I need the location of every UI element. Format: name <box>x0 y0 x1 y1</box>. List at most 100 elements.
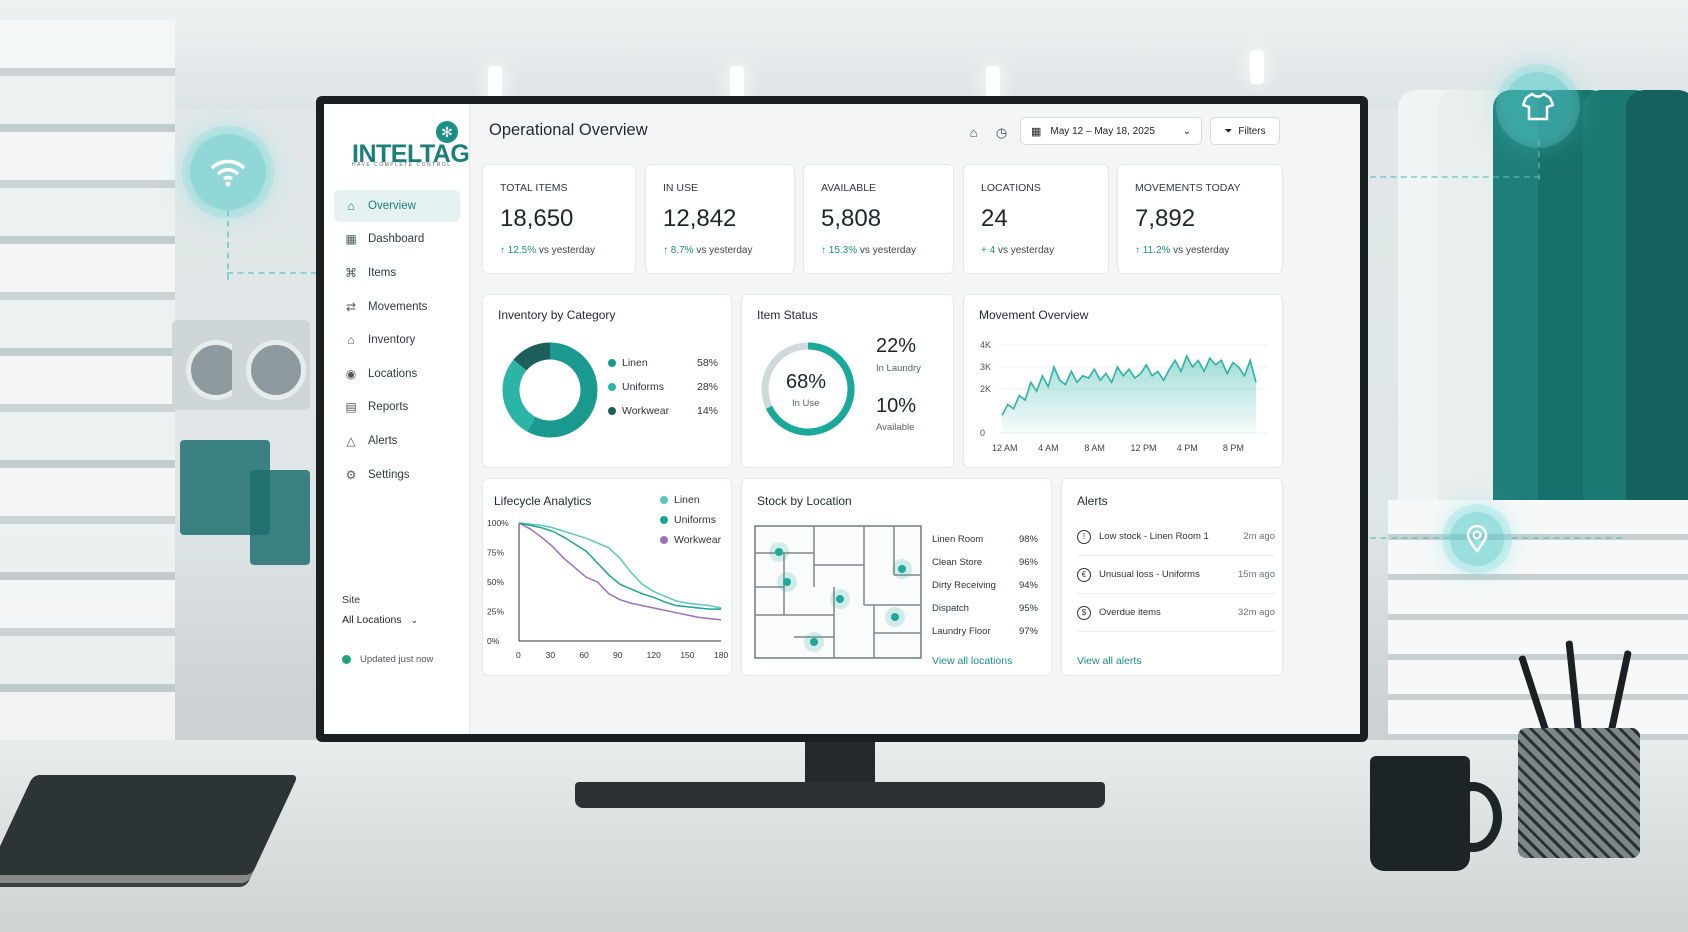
kpi-delta-value: + 4 <box>981 245 996 256</box>
y-tick-label: 0 <box>980 428 985 438</box>
kpi-value: 12,842 <box>663 205 737 232</box>
legend-label: Uniforms <box>622 381 665 393</box>
legend-label: Workwear <box>622 405 670 417</box>
x-tick-label: 8 PM <box>1223 443 1244 453</box>
dollar-icon: $ <box>1077 605 1091 620</box>
filters-button[interactable]: ⏷ Filters <box>1210 117 1280 145</box>
ceiling-lamp <box>730 66 744 100</box>
monitor-stand <box>805 742 875 784</box>
location-row[interactable]: Linen Room 98% <box>932 534 1038 545</box>
page-title: Operational Overview <box>489 121 648 139</box>
movement-area <box>1002 356 1256 433</box>
x-tick-label: 90 <box>613 650 623 660</box>
site-select[interactable]: All Locations ⌄ <box>342 614 418 626</box>
sidebar-item-movements[interactable]: ⇄ Movements <box>334 291 460 323</box>
alert-time: 2m ago <box>1243 531 1275 542</box>
sidebar-item-overview[interactable]: ⌂ Overview <box>334 190 460 222</box>
kpi-delta-suffix: vs yesterday <box>536 245 596 256</box>
alert-row[interactable]: $ Overdue items 32m ago <box>1077 594 1275 632</box>
monitor-base <box>575 782 1105 808</box>
stock-location-card: Stock by Location Linen Room 98% Clean Sto… <box>741 478 1052 676</box>
legend-pct: 14% <box>696 405 718 417</box>
sidebar-item-settings[interactable]: ⚙ Settings <box>334 459 460 491</box>
legend-swatch <box>608 407 616 415</box>
x-tick-label: 120 <box>647 650 661 660</box>
location-pin-icon <box>1450 512 1504 566</box>
legend-label: Workwear <box>674 534 722 546</box>
kpi-value: 5,808 <box>821 205 882 232</box>
alert-row[interactable]: € Unusual loss - Uniforms 15m ago <box>1077 556 1275 594</box>
view-all-locations-link[interactable]: View all locations <box>932 655 1013 667</box>
sidebar-item-inventory[interactable]: ⌂ Inventory <box>334 324 460 356</box>
kpi-card: LOCATIONS 24 + 4 vs yesterday <box>963 164 1109 274</box>
x-tick-label: 30 <box>546 650 556 660</box>
history-icon[interactable]: ◷ <box>995 125 1008 140</box>
alerts-card: Alerts ! Low stock - Linen Room 1 2m ago € U… <box>1061 478 1283 676</box>
date-range-select[interactable]: ▦ May 12 – May 18, 2025 ⌄ <box>1020 117 1202 145</box>
kpi-delta-value: ↑ 8.7% <box>663 245 694 256</box>
location-row[interactable]: Clean Store 96% <box>932 557 1038 568</box>
alert-text: Unusual loss - Uniforms <box>1099 569 1200 580</box>
alerts-title: Alerts <box>1077 494 1108 508</box>
calendar-icon: ▦ <box>1031 125 1042 138</box>
logo-tagline: HAVE COMPLETE CONTROL <box>352 162 452 168</box>
stock-title: Stock by Location <box>757 494 852 508</box>
grid-icon: ▦ <box>345 232 357 247</box>
view-all-alerts-link[interactable]: View all alerts <box>1077 655 1142 667</box>
laundry-label: In Laundry <box>876 363 921 374</box>
towel-shelf <box>0 20 175 740</box>
item-status-card: Item Status 68% In Use 22% In Laundry 10… <box>741 294 954 468</box>
sidebar-item-items[interactable]: ⌘ Items <box>334 257 460 289</box>
notebook <box>0 775 299 875</box>
logo[interactable]: INTELTAG <box>352 140 470 168</box>
sidebar-item-alerts[interactable]: △ Alerts <box>334 425 460 457</box>
site-label: Site <box>342 594 361 606</box>
inventory-donut <box>502 342 598 438</box>
sidebar-item-locations[interactable]: ◉ Locations <box>334 358 460 390</box>
pen-holder <box>1518 728 1640 858</box>
location-row[interactable]: Dispatch 95% <box>932 603 1038 614</box>
coffee-mug <box>1370 756 1502 871</box>
kpi-card: TOTAL ITEMS 18,650 ↑ 12.5% vs yesterday <box>482 164 636 274</box>
location-row[interactable]: Dirty Receiving 94% <box>932 580 1038 591</box>
sidebar-item-dashboard[interactable]: ▦ Dashboard <box>334 224 460 256</box>
location-name: Laundry Floor <box>932 626 991 637</box>
location-row[interactable]: Laundry Floor 97% <box>932 626 1038 637</box>
update-status: Updated just now <box>342 654 433 665</box>
sidebar: ✻ INTELTAG HAVE COMPLETE CONTROL ⌂ Overvi… <box>324 104 470 734</box>
kpi-value: 18,650 <box>500 205 574 232</box>
movement-title: Movement Overview <box>979 308 1089 322</box>
update-status-text: Updated just now <box>360 654 434 665</box>
legend-item-uniforms: Uniforms <box>660 514 730 526</box>
home-icon[interactable]: ⌂ <box>969 125 978 140</box>
donut-slice-linen <box>527 342 598 438</box>
location-name: Clean Store <box>932 557 983 568</box>
ceiling-lamp <box>986 66 1000 100</box>
location-markers <box>775 548 906 646</box>
legend-item-workwear: Workwear <box>660 534 730 546</box>
movement-chart: 0 2K 3K 4K 12 AM 4 AM 8 AM 12 PM 4 PM 8 PM <box>980 340 1268 453</box>
floor-plan-map[interactable] <box>754 525 922 659</box>
legend-pct: 28% <box>696 381 718 393</box>
available-label: Available <box>876 422 915 433</box>
alert-row[interactable]: ! Low stock - Linen Room 1 2m ago <box>1077 518 1275 556</box>
donut-slice-workwear <box>513 342 551 371</box>
sidebar-item-reports[interactable]: ▤ Reports <box>334 392 460 424</box>
donut-slice-uniforms <box>502 359 536 432</box>
sidebar-item-label: Dashboard <box>368 233 425 246</box>
x-tick-label: 12 PM <box>1131 443 1157 453</box>
kpi-label: AVAILABLE <box>821 182 877 194</box>
legend-pct: 58% <box>696 357 718 369</box>
sidebar-item-label: Items <box>368 266 397 279</box>
status-ring-in-use <box>765 342 855 436</box>
y-tick-label: 100% <box>487 518 509 528</box>
kpi-delta-value: ↑ 15.3% <box>821 245 858 256</box>
item-status-title: Item Status <box>757 308 818 322</box>
chevron-down-icon: ⌄ <box>410 615 419 625</box>
y-tick-label: 25% <box>487 607 504 617</box>
series-line-linen <box>518 522 722 609</box>
sidebar-item-label: Inventory <box>368 334 416 347</box>
x-tick-label: 60 <box>579 650 589 660</box>
washing-machine <box>232 320 310 410</box>
status-dot-icon <box>342 655 351 664</box>
